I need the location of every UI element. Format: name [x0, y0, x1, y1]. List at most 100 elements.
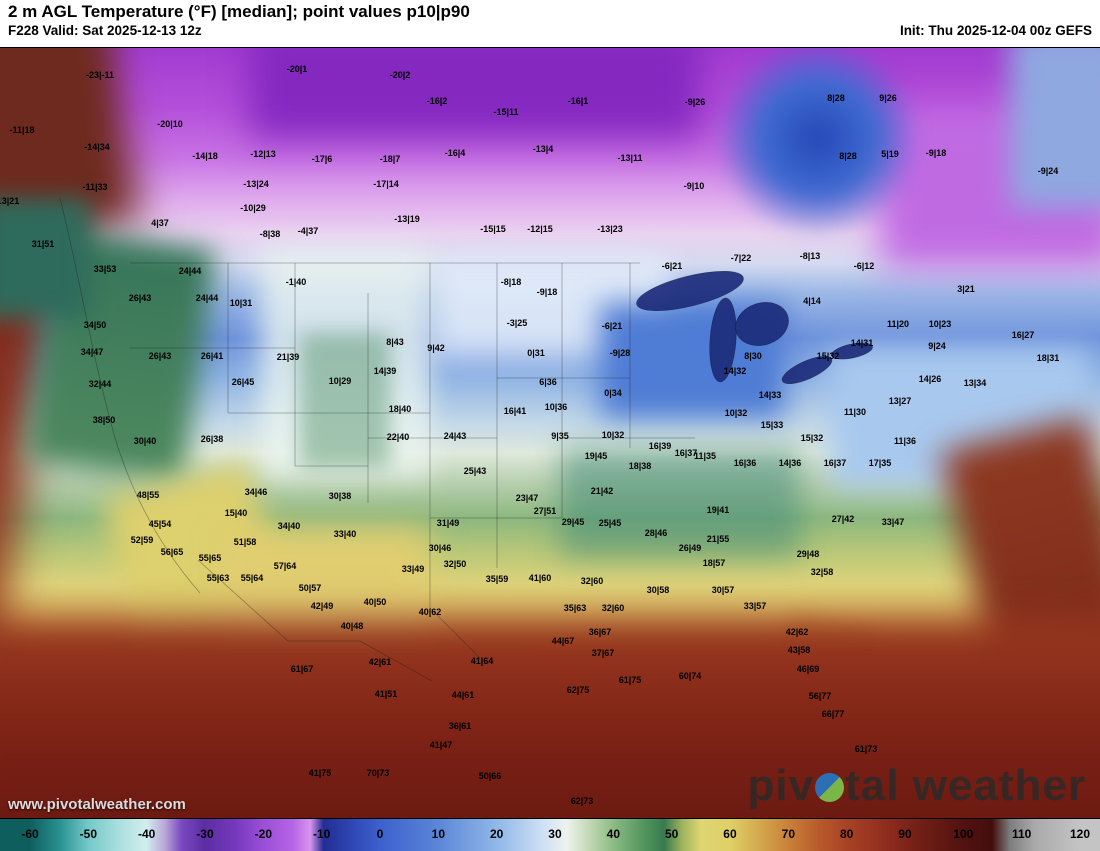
point-value: 18|57 [702, 558, 726, 568]
point-value: 14|32 [723, 366, 747, 376]
colorbar-tick: -60 [21, 827, 39, 841]
point-value: -14|34 [84, 142, 110, 152]
point-value: 50|66 [478, 771, 502, 781]
point-value: 16|27 [1011, 330, 1035, 340]
point-value: 30|46 [428, 543, 452, 553]
map-canvas[interactable]: -23|-11 -20|1 -20|2 -16|2 -16|1 -15|11 -9|26 8|… [0, 47, 1100, 820]
point-value: 19|41 [706, 505, 730, 515]
point-value: 55|64 [240, 573, 264, 583]
colorbar-tick: 60 [723, 827, 737, 841]
point-value: 45|54 [148, 519, 172, 529]
colorbar-tick: 0 [376, 827, 384, 841]
point-value: 9|35 [551, 431, 569, 441]
point-value: 16|39 [648, 441, 672, 451]
point-value: 18|31 [1036, 353, 1060, 363]
point-value: -13|23 [597, 224, 623, 234]
point-value: 16|37 [674, 448, 698, 458]
point-value: 35|59 [485, 574, 509, 584]
point-value: 33|47 [881, 517, 905, 527]
point-value: -12|13 [250, 149, 276, 159]
point-value: 10|32 [724, 408, 748, 418]
point-value: -14|18 [192, 151, 218, 161]
point-value: 40|48 [340, 621, 364, 631]
point-value: 18|40 [388, 404, 412, 414]
point-value: -20|1 [286, 64, 308, 74]
colorbar-tick: 50 [664, 827, 679, 841]
point-value: -8|13 [799, 251, 821, 261]
point-value: 26|49 [678, 543, 702, 553]
colorbar-tick: 10 [431, 827, 446, 841]
point-value: 70|73 [366, 768, 390, 778]
colorbar-tick: 30 [548, 827, 562, 841]
point-value: 32|58 [810, 567, 834, 577]
point-value: -9|18 [536, 287, 558, 297]
point-value: -4|37 [297, 226, 319, 236]
valid-time: F228 Valid: Sat 2025-12-13 12z [8, 23, 202, 38]
point-value: -12|15 [527, 224, 553, 234]
point-value: -9|26 [684, 97, 706, 107]
point-value: 21|39 [276, 352, 300, 362]
point-value: 11|20 [886, 319, 910, 329]
point-value: 55|65 [198, 553, 222, 563]
point-value: 8|43 [386, 337, 404, 347]
point-value: 34|46 [244, 487, 268, 497]
point-value: 27|42 [831, 514, 855, 524]
point-value: -18|7 [379, 154, 401, 164]
point-value: 27|51 [533, 506, 557, 516]
point-value: -13|4 [532, 144, 554, 154]
init-time: Init: Thu 2025-12-04 00z GEFS [899, 23, 1092, 38]
point-value: 4|14 [803, 296, 821, 306]
point-value: 60|74 [678, 671, 702, 681]
point-value: 10|32 [601, 430, 625, 440]
point-value: 0|31 [527, 348, 545, 358]
point-value: -6|21 [601, 321, 623, 331]
point-value: 21|55 [706, 534, 730, 544]
point-value: 66|77 [821, 709, 845, 719]
point-value: 25|43 [463, 466, 487, 476]
point-value: 28|46 [644, 528, 668, 538]
point-value: 9|24 [928, 341, 946, 351]
point-value: -6|21 [661, 261, 683, 271]
point-value: 22|40 [386, 432, 410, 442]
point-value: 8|30 [744, 351, 762, 361]
point-value: 61|75 [618, 675, 642, 685]
point-value: 26|41 [200, 351, 224, 361]
point-value: 56|65 [160, 547, 184, 557]
point-value: 16|37 [823, 458, 847, 468]
point-value: -13|11 [617, 153, 643, 163]
point-value: 13|34 [963, 378, 987, 388]
point-value: 5|19 [881, 149, 899, 159]
point-value: 11|30 [843, 407, 867, 417]
point-value: 11|36 [893, 436, 917, 446]
point-value: 26|45 [231, 377, 255, 387]
point-value: 42|61 [368, 657, 392, 667]
point-value: 29|45 [561, 517, 585, 527]
point-value: 50|57 [298, 583, 322, 593]
point-value: -13|24 [243, 179, 269, 189]
point-value: 24|44 [178, 266, 202, 276]
point-value: 42|49 [310, 601, 334, 611]
point-value: 18|38 [628, 461, 652, 471]
point-value: 24|44 [195, 293, 219, 303]
point-value: 32|44 [88, 379, 112, 389]
point-value: 11|35 [693, 451, 717, 461]
point-value: 15|32 [800, 433, 824, 443]
point-value: 17|35 [868, 458, 892, 468]
point-value: 29|48 [796, 549, 820, 559]
point-value: -9|28 [609, 348, 631, 358]
point-value: -17|14 [373, 179, 399, 189]
point-value: 16|41 [503, 406, 527, 416]
brand-text-pre: piv [747, 761, 815, 810]
colorbar-tick: 20 [489, 827, 504, 841]
point-value: 34|40 [277, 521, 301, 531]
point-value: 30|38 [328, 491, 352, 501]
point-value: 24|43 [443, 431, 467, 441]
colorbar-tick: -50 [79, 827, 97, 841]
brand-watermark: piv tal weather [748, 761, 1086, 811]
point-value: -15|11 [493, 107, 519, 117]
point-value: 14|36 [778, 458, 802, 468]
point-value: 30|40 [133, 436, 157, 446]
point-value: 8|28 [827, 93, 845, 103]
point-value: 25|45 [598, 518, 622, 528]
point-value: 44|67 [551, 636, 575, 646]
